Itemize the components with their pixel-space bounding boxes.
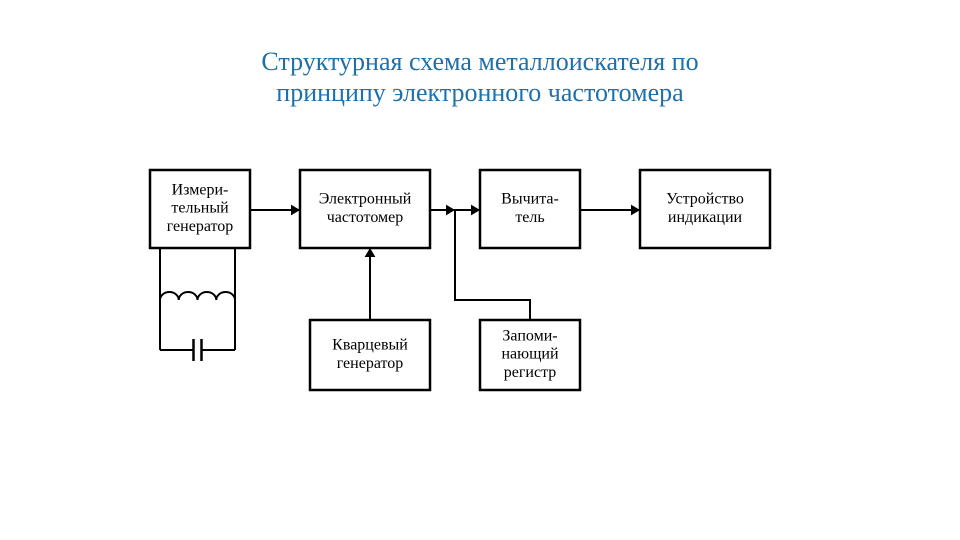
block-label-n3-1: тель: [515, 209, 544, 226]
block-label-n6-1: нающий: [501, 346, 559, 363]
block-label-n5-1: генератор: [337, 355, 404, 372]
block-label-n1-2: генератор: [167, 218, 234, 235]
page-title: Структурная схема металлоискателя по при…: [0, 46, 960, 108]
block-label-n3-0: Вычита-: [501, 190, 559, 207]
block-label-n1-0: Измери-: [172, 181, 229, 198]
block-label-n2-0: Электронный: [319, 190, 412, 207]
inductor-icon: [160, 292, 235, 300]
block-label-n5-0: Кварцевый: [332, 336, 408, 353]
title-line-1: Структурная схема металлоискателя по: [261, 47, 698, 76]
block-label-n2-1: частотомер: [327, 209, 404, 226]
block-label-n6-0: Запоми-: [502, 327, 557, 344]
diagram-svg: Измери-тельныйгенераторЭлектронныйчастот…: [130, 150, 830, 430]
block-label-n6-2: регистр: [504, 364, 557, 381]
block-label-n4-0: Устройство: [666, 190, 744, 207]
title-line-2: принципу электронного частотомера: [276, 78, 683, 107]
block-label-n1-1: тельный: [171, 200, 229, 217]
block-label-n4-1: индикации: [668, 209, 743, 226]
block-diagram: Измери-тельныйгенераторЭлектронныйчастот…: [130, 150, 830, 435]
